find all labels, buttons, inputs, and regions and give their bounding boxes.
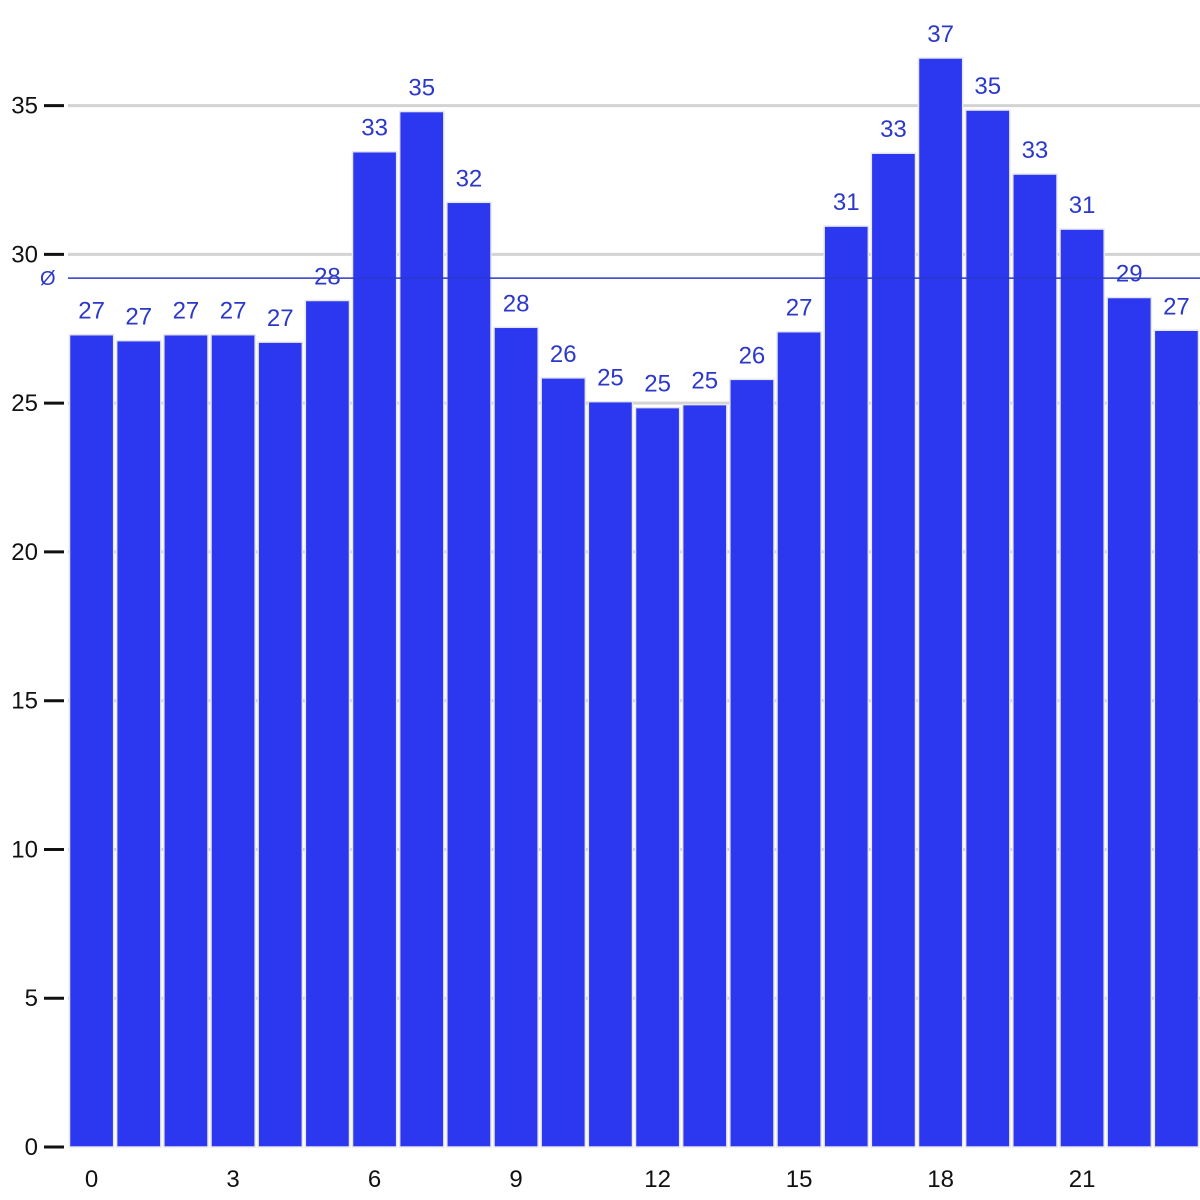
average-label: Ø — [40, 268, 56, 290]
bar-9[interactable] — [493, 326, 539, 1148]
average-line-group: Ø — [40, 268, 1200, 290]
x-axis: 0 3 6 9 12 15 18 21 — [85, 1166, 1096, 1193]
data-label-8: 32 — [456, 165, 483, 192]
data-labels: 27 27 27 27 27 28 33 35 32 28 26 25 25 25 26 27 31 33 37 35… — [78, 21, 1190, 398]
y-tick-label-20: 20 — [11, 539, 38, 566]
data-label-6: 33 — [361, 115, 388, 142]
bar-15[interactable] — [776, 330, 822, 1148]
bar-8[interactable] — [446, 201, 492, 1148]
data-label-22: 29 — [1116, 261, 1143, 288]
data-label-0: 27 — [78, 298, 105, 325]
bar-2[interactable] — [163, 333, 209, 1148]
data-label-12: 25 — [644, 371, 671, 398]
bar-21[interactable] — [1059, 228, 1105, 1148]
y-tick-label-5: 5 — [25, 985, 38, 1012]
bar-16[interactable] — [823, 225, 870, 1148]
bar-11[interactable] — [587, 400, 634, 1148]
y-tick-label-10: 10 — [11, 836, 38, 863]
y-tick-label-25: 25 — [11, 390, 38, 417]
data-label-1: 27 — [125, 304, 152, 331]
data-label-17: 33 — [880, 116, 907, 143]
bar-0[interactable] — [68, 333, 115, 1148]
data-label-10: 26 — [550, 341, 577, 368]
bars — [68, 57, 1200, 1148]
data-label-7: 35 — [408, 75, 435, 102]
bar-3[interactable] — [210, 333, 256, 1148]
bar-17[interactable] — [870, 152, 917, 1148]
x-tick-label-15: 15 — [786, 1166, 813, 1193]
x-tick-label-9: 9 — [509, 1166, 522, 1193]
bar-19[interactable] — [964, 109, 1011, 1148]
x-tick-label-18: 18 — [927, 1166, 954, 1193]
bar-4[interactable] — [257, 341, 304, 1148]
x-tick-label-21: 21 — [1069, 1166, 1096, 1193]
y-tick-label-30: 30 — [11, 241, 38, 268]
x-tick-label-6: 6 — [368, 1166, 381, 1193]
x-tick-label-3: 3 — [226, 1166, 239, 1193]
y-tick-label-0: 0 — [25, 1134, 38, 1161]
data-label-11: 25 — [597, 365, 624, 392]
y-tick-label-15: 15 — [11, 688, 38, 715]
data-label-5: 28 — [314, 263, 341, 290]
x-tick-label-0: 0 — [85, 1166, 98, 1193]
bar-14[interactable] — [729, 378, 775, 1148]
y-tick-label-35: 35 — [11, 93, 38, 120]
bar-6[interactable] — [351, 150, 398, 1148]
bar-20[interactable] — [1012, 173, 1058, 1148]
bar-18[interactable] — [917, 57, 964, 1148]
data-label-18: 37 — [927, 21, 954, 48]
data-label-21: 31 — [1069, 192, 1096, 219]
bar-12[interactable] — [634, 406, 681, 1148]
data-label-23: 27 — [1163, 293, 1190, 320]
x-tick-label-12: 12 — [644, 1166, 671, 1193]
data-label-2: 27 — [173, 298, 200, 325]
data-label-14: 26 — [739, 342, 766, 369]
bar-23[interactable] — [1153, 329, 1200, 1148]
data-label-9: 28 — [503, 290, 530, 317]
data-label-15: 27 — [786, 295, 813, 322]
y-axis: 0 5 10 15 20 25 30 35 — [11, 93, 64, 1161]
data-label-13: 25 — [691, 368, 718, 395]
bar-7[interactable] — [398, 110, 445, 1148]
bar-1[interactable] — [115, 339, 162, 1148]
gridlines — [68, 104, 1200, 1000]
data-label-20: 33 — [1022, 137, 1049, 164]
bar-5[interactable] — [304, 299, 351, 1148]
bar-10[interactable] — [540, 377, 587, 1148]
bar-13[interactable] — [681, 403, 728, 1148]
data-label-16: 31 — [833, 189, 860, 216]
data-label-19: 35 — [974, 73, 1001, 100]
data-label-3: 27 — [220, 298, 247, 325]
bar-22[interactable] — [1106, 296, 1153, 1148]
data-label-4: 27 — [267, 305, 294, 332]
